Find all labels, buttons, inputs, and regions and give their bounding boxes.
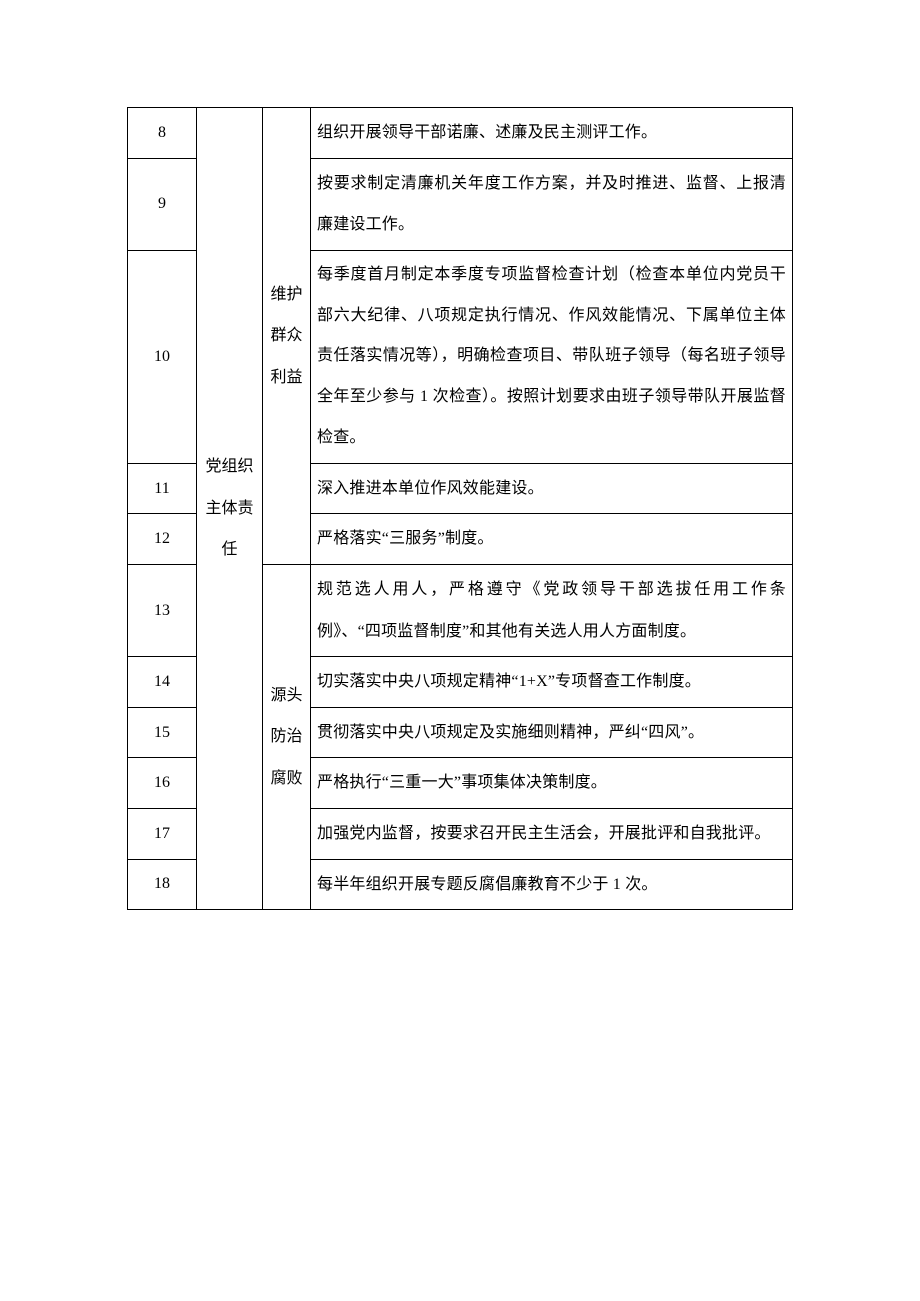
document-page: 8 党组织主体责任 维护群众利益 组织开展领导干部诺廉、述廉及民主测评工作。 9… — [127, 107, 792, 910]
content-cell: 组织开展领导干部诺廉、述廉及民主测评工作。 — [311, 108, 793, 159]
row-number: 11 — [128, 463, 197, 514]
content-cell: 每季度首月制定本季度专项监督检查计划（检查本单位内党员干部六大纪律、八项规定执行… — [311, 250, 793, 463]
row-number: 13 — [128, 564, 197, 656]
responsibility-table: 8 党组织主体责任 维护群众利益 组织开展领导干部诺廉、述廉及民主测评工作。 9… — [127, 107, 793, 910]
content-cell: 规范选人用人，严格遵守《党政领导干部选拔任用工作条例》、“四项监督制度”和其他有… — [311, 564, 793, 656]
responsibility-cell: 党组织主体责任 — [197, 108, 263, 910]
category-cell: 维护群众利益 — [263, 108, 311, 565]
category-cell: 源头防治腐败 — [263, 564, 311, 909]
row-number: 16 — [128, 758, 197, 809]
row-number: 14 — [128, 657, 197, 708]
row-number: 8 — [128, 108, 197, 159]
row-number: 10 — [128, 250, 197, 463]
row-number: 12 — [128, 514, 197, 565]
content-cell: 严格落实“三服务”制度。 — [311, 514, 793, 565]
table-row: 8 党组织主体责任 维护群众利益 组织开展领导干部诺廉、述廉及民主测评工作。 — [128, 108, 793, 159]
row-number: 17 — [128, 808, 197, 859]
content-cell: 贯彻落实中央八项规定及实施细则精神，严纠“四风”。 — [311, 707, 793, 758]
row-number: 18 — [128, 859, 197, 910]
content-cell: 深入推进本单位作风效能建设。 — [311, 463, 793, 514]
content-cell: 每半年组织开展专题反腐倡廉教育不少于 1 次。 — [311, 859, 793, 910]
row-number: 15 — [128, 707, 197, 758]
content-cell: 加强党内监督，按要求召开民主生活会，开展批评和自我批评。 — [311, 808, 793, 859]
row-number: 9 — [128, 158, 197, 250]
content-cell: 严格执行“三重一大”事项集体决策制度。 — [311, 758, 793, 809]
content-cell: 切实落实中央八项规定精神“1+X”专项督查工作制度。 — [311, 657, 793, 708]
content-cell: 按要求制定清廉机关年度工作方案，并及时推进、监督、上报清廉建设工作。 — [311, 158, 793, 250]
